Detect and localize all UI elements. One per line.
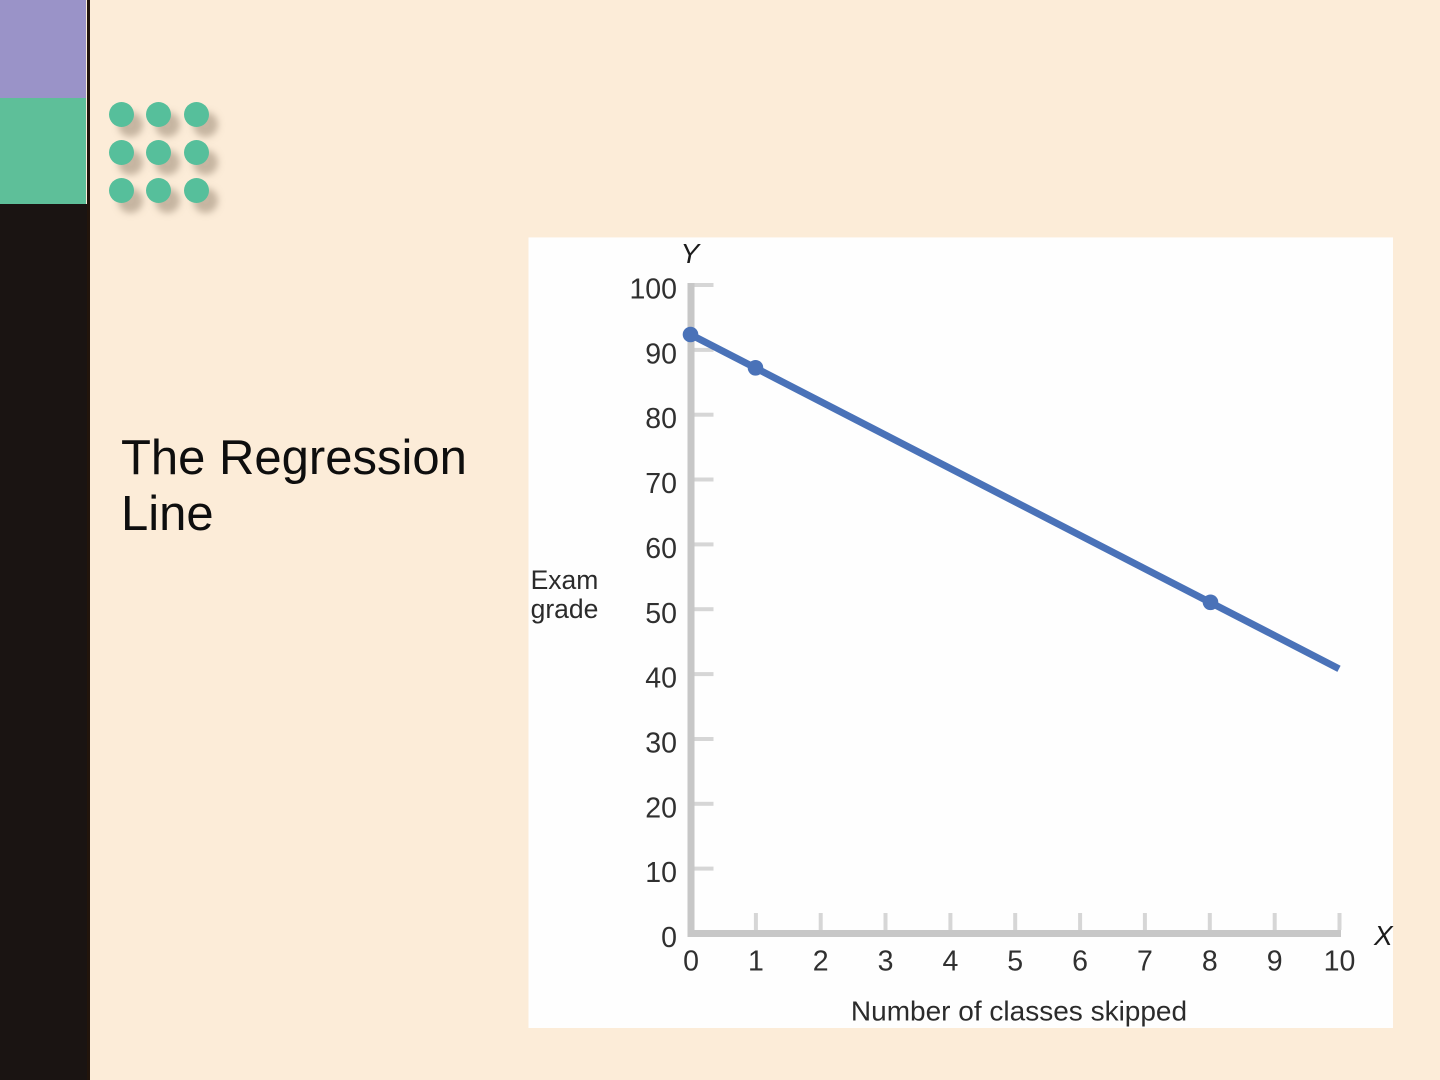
svg-text:6: 6 <box>1072 946 1088 978</box>
svg-text:1: 1 <box>748 946 764 978</box>
svg-text:2: 2 <box>813 946 829 978</box>
svg-text:9: 9 <box>1267 946 1283 978</box>
svg-text:4: 4 <box>942 946 958 978</box>
svg-text:90: 90 <box>645 338 677 370</box>
svg-text:0: 0 <box>683 946 699 978</box>
svg-text:10: 10 <box>645 857 677 889</box>
svg-text:grade: grade <box>531 594 599 624</box>
svg-text:Exam: Exam <box>531 565 599 595</box>
svg-text:Y: Y <box>681 238 702 269</box>
svg-text:40: 40 <box>645 663 677 695</box>
svg-text:3: 3 <box>878 946 894 978</box>
svg-text:60: 60 <box>645 533 677 565</box>
svg-text:30: 30 <box>645 728 677 760</box>
svg-text:10: 10 <box>1324 946 1356 978</box>
svg-text:7: 7 <box>1137 946 1153 978</box>
svg-text:5: 5 <box>1007 946 1023 978</box>
svg-text:X: X <box>1373 920 1394 951</box>
svg-text:0: 0 <box>661 922 677 954</box>
svg-text:100: 100 <box>629 274 677 306</box>
svg-text:80: 80 <box>645 403 677 435</box>
svg-text:Number of classes skipped: Number of classes skipped <box>851 996 1187 1027</box>
svg-text:20: 20 <box>645 792 677 824</box>
svg-text:8: 8 <box>1202 946 1218 978</box>
svg-text:70: 70 <box>645 468 677 500</box>
svg-text:50: 50 <box>645 598 677 630</box>
